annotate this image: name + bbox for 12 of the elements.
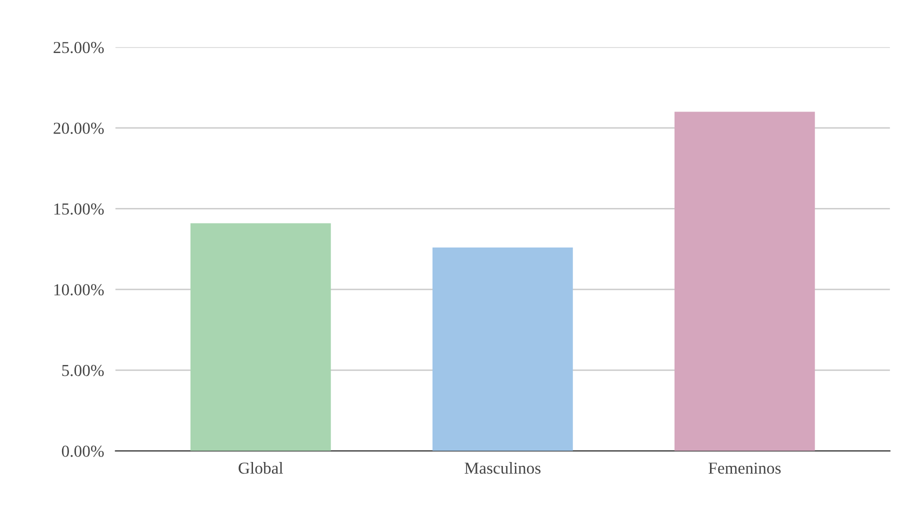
y-tick-label: 15.00% bbox=[54, 203, 104, 215]
bar bbox=[674, 112, 815, 451]
x-tick-label: Global bbox=[238, 462, 283, 474]
bar bbox=[432, 247, 573, 451]
y-tick-label: 0.00% bbox=[62, 446, 104, 457]
x-tick-label: Femeninos bbox=[708, 462, 781, 474]
y-tick-label: 20.00% bbox=[54, 122, 104, 134]
x-tick-label: Masculinos bbox=[464, 462, 540, 474]
y-tick-label: 5.00% bbox=[62, 364, 104, 376]
y-tick-label: 10.00% bbox=[54, 284, 104, 296]
bar bbox=[190, 223, 331, 451]
y-tick-label: 25.00% bbox=[54, 42, 104, 54]
